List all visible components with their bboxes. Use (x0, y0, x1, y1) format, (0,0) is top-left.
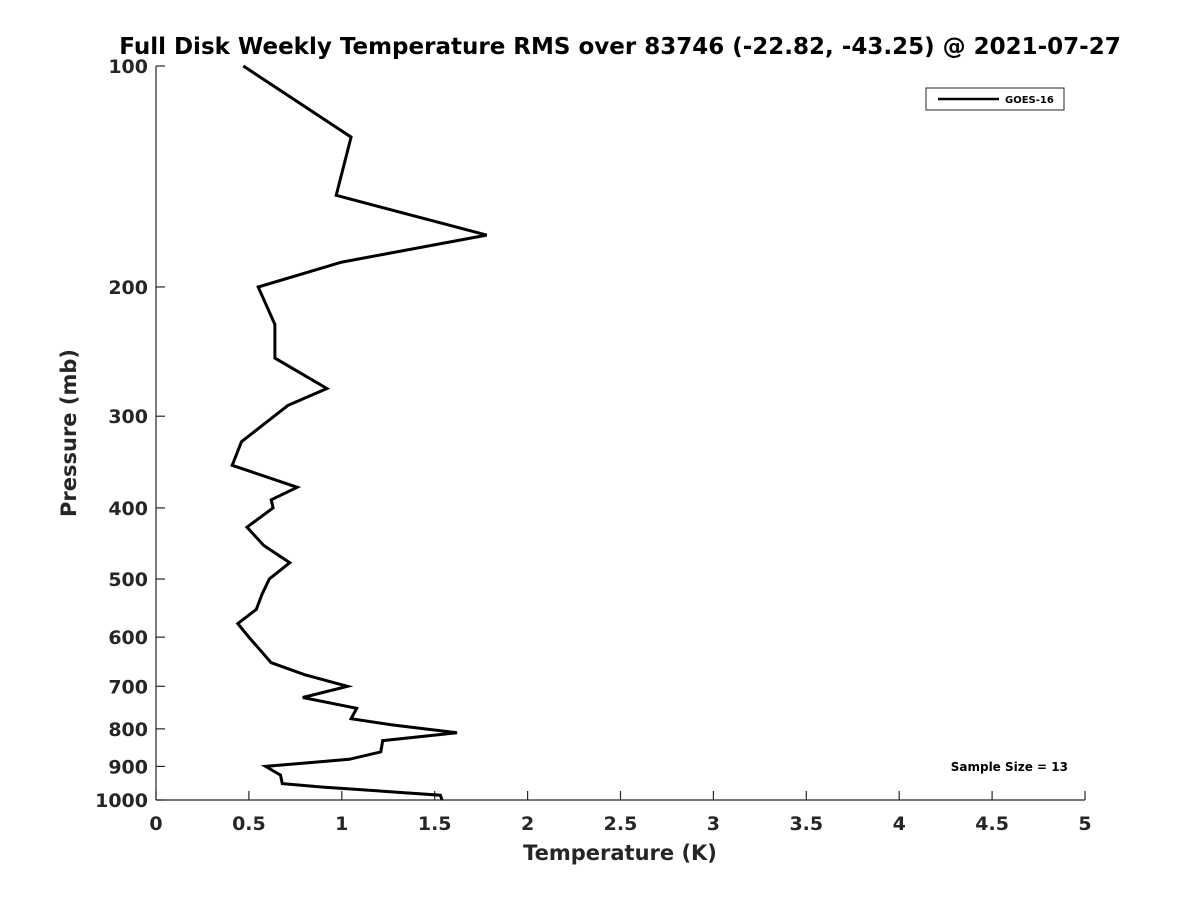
y-tick-label: 300 (108, 406, 148, 428)
y-tick-group: 100 200 300 400 500 600 700 800 900 1000 (95, 56, 165, 812)
x-tick-label: 2.5 (604, 813, 638, 835)
x-tick-label: 4.5 (975, 813, 1009, 835)
legend: GOES-16 (925, 87, 1065, 111)
series-layer (230, 64, 488, 801)
x-tick-group: 0 0.5 1 1.5 2 2.5 3 3.5 4 4.5 5 (149, 791, 1092, 835)
y-tick-label: 700 (108, 676, 148, 698)
y-tick-label: 800 (108, 719, 148, 741)
chart-title: Full Disk Weekly Temperature RMS over 83… (119, 34, 1121, 60)
x-tick-label: 3.5 (789, 813, 823, 835)
legend-entry-goes-16: GOES-16 (1005, 95, 1054, 106)
x-tick-label: 4 (893, 813, 906, 835)
x-tick-label: 3 (707, 813, 720, 835)
y-tick-label: 100 (108, 56, 148, 78)
y-tick-label: 400 (108, 498, 148, 520)
y-tick-label: 1000 (95, 790, 148, 812)
y-tick-label: 600 (108, 627, 148, 649)
y-tick-label: 900 (108, 756, 148, 778)
y-tick-label: 200 (108, 277, 148, 299)
x-tick-label: 5 (1078, 813, 1091, 835)
x-tick-label: 0 (149, 813, 162, 835)
x-tick-label: 2 (521, 813, 534, 835)
sample-size-annotation: Sample Size = 13 (951, 760, 1068, 774)
x-tick-label: 1.5 (418, 813, 452, 835)
x-tick-label: 1 (335, 813, 348, 835)
x-tick-label: 0.5 (232, 813, 266, 835)
x-axis-label: Temperature (K) (523, 841, 717, 865)
series-line-goes-16 (230, 64, 488, 801)
y-axis-label: Pressure (mb) (57, 349, 81, 517)
y-tick-label: 500 (108, 569, 148, 591)
